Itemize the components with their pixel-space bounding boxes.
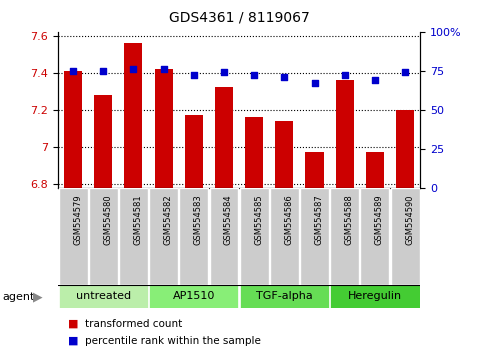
- Point: [129, 67, 137, 72]
- FancyBboxPatch shape: [58, 188, 87, 285]
- FancyBboxPatch shape: [179, 188, 208, 285]
- FancyBboxPatch shape: [330, 285, 420, 308]
- FancyBboxPatch shape: [330, 188, 359, 285]
- Bar: [64, 71, 82, 188]
- Bar: [125, 43, 142, 188]
- Bar: [245, 117, 263, 188]
- FancyBboxPatch shape: [240, 285, 329, 308]
- Text: GSM554583: GSM554583: [194, 194, 203, 245]
- Point: [371, 77, 379, 83]
- Text: GSM554586: GSM554586: [284, 194, 293, 245]
- Bar: [306, 152, 324, 188]
- Point: [281, 74, 288, 80]
- Point: [220, 69, 228, 75]
- FancyBboxPatch shape: [360, 188, 389, 285]
- FancyBboxPatch shape: [149, 285, 239, 308]
- Bar: [185, 115, 203, 188]
- Text: GSM554582: GSM554582: [164, 194, 172, 245]
- Bar: [215, 87, 233, 188]
- Text: GSM554579: GSM554579: [73, 194, 82, 245]
- Point: [160, 67, 168, 72]
- Text: GDS4361 / 8119067: GDS4361 / 8119067: [169, 11, 310, 25]
- Text: agent: agent: [2, 292, 35, 302]
- Text: GSM554585: GSM554585: [254, 194, 263, 245]
- FancyBboxPatch shape: [391, 188, 420, 285]
- Text: GSM554584: GSM554584: [224, 194, 233, 245]
- Bar: [336, 80, 354, 188]
- Text: percentile rank within the sample: percentile rank within the sample: [85, 336, 260, 346]
- Bar: [366, 152, 384, 188]
- Text: GSM554589: GSM554589: [375, 194, 384, 245]
- Text: GSM554581: GSM554581: [133, 194, 142, 245]
- Text: ▶: ▶: [33, 290, 43, 303]
- Text: AP1510: AP1510: [172, 291, 215, 302]
- FancyBboxPatch shape: [210, 188, 239, 285]
- Point: [250, 73, 258, 78]
- FancyBboxPatch shape: [58, 285, 148, 308]
- Bar: [94, 95, 112, 188]
- Text: Heregulin: Heregulin: [348, 291, 402, 302]
- FancyBboxPatch shape: [300, 188, 329, 285]
- Bar: [275, 121, 294, 188]
- Text: transformed count: transformed count: [85, 319, 182, 329]
- Point: [341, 73, 349, 78]
- Bar: [155, 69, 173, 188]
- FancyBboxPatch shape: [149, 188, 178, 285]
- FancyBboxPatch shape: [270, 188, 299, 285]
- Point: [69, 68, 77, 74]
- Text: GSM554580: GSM554580: [103, 194, 112, 245]
- Text: GSM554590: GSM554590: [405, 194, 414, 245]
- Text: TGF-alpha: TGF-alpha: [256, 291, 313, 302]
- FancyBboxPatch shape: [119, 188, 148, 285]
- Text: GSM554587: GSM554587: [314, 194, 324, 245]
- Point: [99, 68, 107, 74]
- Point: [311, 80, 318, 86]
- Text: untreated: untreated: [76, 291, 131, 302]
- Point: [401, 69, 409, 75]
- Text: ■: ■: [68, 319, 78, 329]
- FancyBboxPatch shape: [240, 188, 269, 285]
- Point: [190, 73, 198, 78]
- Text: GSM554588: GSM554588: [345, 194, 354, 245]
- Bar: [396, 110, 414, 188]
- FancyBboxPatch shape: [89, 188, 118, 285]
- Text: ■: ■: [68, 336, 78, 346]
